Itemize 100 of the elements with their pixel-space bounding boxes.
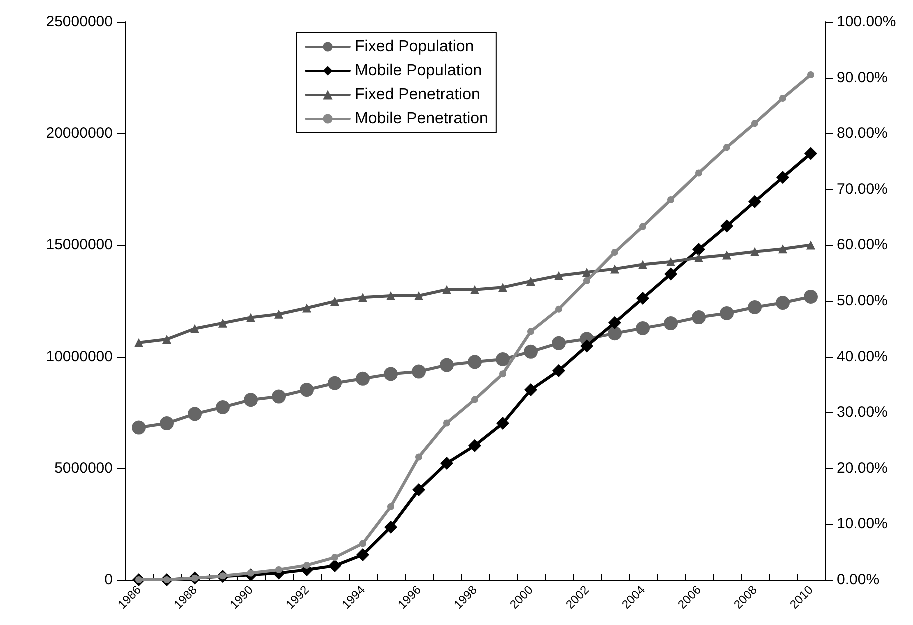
y2-tick-label: 70.00% [837, 180, 888, 198]
point [134, 338, 144, 348]
point [806, 240, 816, 250]
point [498, 283, 508, 292]
point [416, 454, 422, 461]
point [778, 244, 788, 254]
point [724, 144, 730, 152]
point [722, 250, 732, 260]
point [696, 170, 702, 177]
point [472, 396, 478, 404]
point [356, 548, 370, 562]
point [720, 220, 734, 233]
legend-label: Fixed Penetration [355, 86, 480, 104]
point [664, 316, 678, 331]
point [552, 336, 566, 350]
point [384, 520, 398, 534]
point [162, 335, 172, 344]
point [692, 243, 706, 256]
point [328, 559, 342, 572]
point [752, 120, 758, 128]
point [468, 355, 482, 370]
point [526, 276, 536, 286]
point [524, 384, 538, 397]
y-tick-label: 20000000 [46, 125, 113, 142]
point [330, 297, 340, 306]
point [216, 400, 230, 414]
point [444, 420, 450, 427]
point [694, 254, 704, 263]
point [776, 171, 790, 184]
point [496, 417, 510, 430]
y2-tick-label: 30.00% [837, 404, 888, 422]
y2-tick-label: 0.00% [837, 572, 880, 588]
y2-tick-label: 50.00% [837, 292, 888, 310]
y2-tick-label: 40.00% [837, 348, 888, 366]
point [414, 291, 424, 300]
point [612, 248, 618, 256]
point [332, 554, 338, 562]
point [276, 566, 282, 574]
point [750, 247, 760, 256]
point [608, 316, 622, 330]
point [776, 296, 790, 310]
point [580, 340, 594, 353]
point [748, 300, 762, 314]
point [638, 260, 648, 270]
y-tick-label: 10000000 [46, 348, 113, 366]
point [664, 268, 678, 281]
point [582, 268, 592, 278]
point [190, 324, 200, 334]
point [274, 310, 284, 319]
point [442, 285, 452, 294]
point [608, 326, 622, 341]
point [328, 376, 342, 390]
point [748, 195, 762, 208]
point [804, 290, 818, 304]
point [384, 367, 398, 382]
y2-tick-label: 80.00% [837, 125, 888, 142]
point [386, 291, 396, 300]
point [610, 264, 620, 274]
point [720, 306, 734, 320]
y2-tick-label: 10.00% [837, 516, 888, 533]
point [470, 285, 480, 294]
point [358, 293, 368, 302]
point [412, 484, 426, 497]
point [692, 310, 706, 325]
point [188, 407, 202, 422]
point [636, 292, 650, 306]
point [244, 393, 258, 408]
point [246, 313, 256, 322]
point [440, 456, 454, 470]
point [496, 352, 510, 366]
point [300, 383, 314, 398]
point [808, 72, 814, 79]
y-tick-label: 0 [104, 572, 113, 588]
legend-label: Mobile Population [355, 62, 482, 80]
point [636, 321, 650, 336]
point [272, 390, 286, 404]
y2-tick-label: 20.00% [837, 460, 888, 477]
point [440, 358, 454, 372]
point [160, 416, 174, 431]
y-tick-label: 25000000 [46, 14, 113, 30]
y2-tick-label: 100.00% [837, 14, 896, 30]
y2-tick-label: 90.00% [837, 69, 888, 86]
point [556, 306, 562, 313]
point [360, 540, 366, 548]
point [388, 503, 394, 510]
point [554, 271, 564, 280]
point [468, 439, 482, 452]
point [132, 420, 146, 435]
point [640, 223, 646, 230]
y-tick-label: 5000000 [54, 460, 113, 477]
point [302, 304, 312, 313]
point [500, 370, 506, 378]
point [218, 318, 228, 328]
point [528, 328, 534, 336]
point [524, 344, 538, 359]
point [356, 372, 370, 386]
y2-tick-label: 60.00% [837, 236, 888, 254]
y-tick-label: 15000000 [46, 236, 113, 254]
point [666, 257, 676, 266]
point [584, 277, 590, 284]
